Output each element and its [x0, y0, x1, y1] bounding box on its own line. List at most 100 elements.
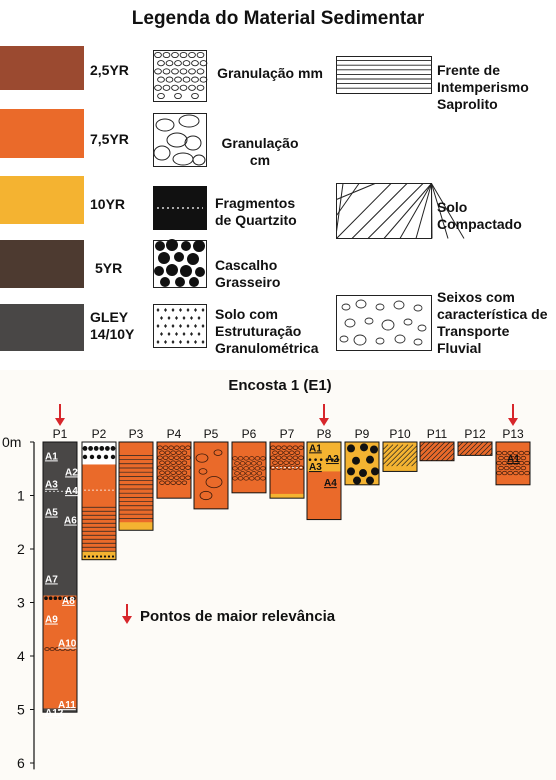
p4-grain-mark: [181, 450, 188, 455]
p13-grain-mark: [496, 470, 502, 476]
large-grain: [178, 114, 200, 128]
p13-grain-mark: [501, 470, 508, 476]
large-grain: [155, 118, 175, 132]
diamond-mark: [164, 340, 167, 344]
p1-grain-mark: [54, 647, 60, 651]
diamond-mark: [182, 332, 186, 336]
color-swatch-10yr: [0, 176, 84, 224]
p6-grain-mark: [254, 476, 261, 481]
diamond-mark: [186, 308, 190, 312]
coarse-grain: [189, 277, 199, 287]
p11-hatch-line: [446, 452, 455, 461]
color-label-gley: GLEY 14/10Y: [90, 309, 135, 342]
p2-coarse-dot: [82, 446, 88, 451]
small-grain: [196, 68, 205, 75]
p6-grain-mark: [245, 461, 251, 466]
p2-diamond-mark: [103, 555, 107, 558]
feature-label-saprolito: Frente de Intemperismo Saprolito: [437, 62, 529, 112]
p13-grain-mark: [520, 455, 527, 461]
small-grain: [179, 84, 188, 91]
p12-band: [458, 442, 492, 456]
p2-diamond-mark: [95, 555, 99, 558]
p4-grain-mark: [176, 470, 182, 475]
p9-coarse-dot: [360, 443, 368, 452]
color-swatch-7-5yr: [0, 109, 84, 158]
pebble: [413, 338, 423, 346]
p11-hatch-line: [436, 442, 455, 461]
p4-grain-mark: [170, 480, 176, 485]
p13-grain-mark: [503, 455, 510, 461]
p13-grain-mark: [501, 450, 508, 456]
p2-coarse-dot: [110, 446, 116, 451]
p8-gravel-dot: [331, 458, 334, 461]
diamond-mark: [160, 316, 163, 320]
p1-gravel-dot: [72, 596, 76, 601]
p4-grain-mark: [159, 460, 165, 465]
p4-grain-mark: [185, 465, 191, 470]
p6-grain-mark: [249, 456, 255, 461]
p13-grain-mark: [515, 455, 521, 461]
p13-grain-mark: [496, 450, 502, 456]
coarse-grain: [187, 253, 199, 265]
coarse-grain: [158, 252, 170, 264]
p8-horizon-a2: A2: [326, 454, 339, 465]
p4-grain-mark: [162, 455, 169, 460]
hatch-line: [367, 183, 424, 239]
small-grain: [199, 76, 208, 83]
feature-label-seixos: Seixos com característica de Transporte …: [437, 289, 548, 356]
p6-band: [232, 442, 266, 493]
p7-band: [270, 442, 304, 499]
diamond-mark: [171, 340, 175, 344]
pebble: [417, 324, 427, 332]
p2-top-band: [82, 442, 116, 465]
p6-grain-mark: [245, 471, 251, 476]
p11-hatch-line: [426, 441, 446, 461]
p9-coarse-dot: [371, 467, 379, 476]
p4-band: [157, 442, 191, 499]
p8-gravel-dot: [336, 458, 340, 461]
p4-grain-mark: [185, 445, 191, 450]
p10-hatch-line: [411, 460, 418, 467]
p10-band: [383, 442, 417, 472]
p4-grain-mark: [174, 445, 180, 450]
hatch-line: [383, 183, 432, 239]
small-grain: [191, 60, 199, 67]
pebble: [393, 300, 405, 310]
p13-grain-mark: [513, 470, 519, 476]
profile-column-p7: [269, 441, 305, 499]
p11-hatch-line: [419, 441, 436, 458]
large-grain: [153, 145, 171, 161]
large-gravel-icon: [153, 113, 207, 167]
p1-horizon-a8: A8: [62, 596, 75, 607]
small-grain: [165, 76, 174, 83]
p7-grain-mark: [298, 455, 304, 460]
p8-gravel-dot: [314, 458, 317, 461]
diamond-mark: [194, 324, 197, 328]
p6-grain-mark: [239, 461, 246, 466]
diamond-mark: [156, 324, 160, 328]
hatch-line: [336, 183, 344, 232]
small-grain: [196, 51, 205, 59]
p7-grain-mark: [294, 460, 301, 465]
legend-arrow-head: [122, 616, 132, 624]
p7-grain-mark: [298, 445, 304, 450]
p2-diamond-mark: [107, 555, 111, 558]
p1-orange-band: [43, 595, 77, 713]
p2-diamond-mark: [87, 555, 91, 558]
pebble: [341, 303, 351, 311]
p13-grain-mark: [498, 465, 504, 471]
p6-grain-mark: [243, 456, 249, 461]
large-grain: [192, 154, 206, 166]
p11-hatch-line: [421, 441, 441, 461]
p1-gravel-dot: [67, 596, 72, 601]
hatch-line: [431, 183, 465, 239]
p10-hatch-line: [382, 444, 404, 465]
diamond-mark: [175, 332, 178, 336]
p7-grain-mark: [272, 460, 278, 465]
p10-hatch-line: [382, 444, 399, 460]
p13-grain-mark: [513, 460, 519, 466]
p1-horizon-a12: A12: [45, 708, 64, 719]
p1-grain-mark: [49, 647, 55, 651]
depth-tick-label: 1: [17, 488, 25, 504]
